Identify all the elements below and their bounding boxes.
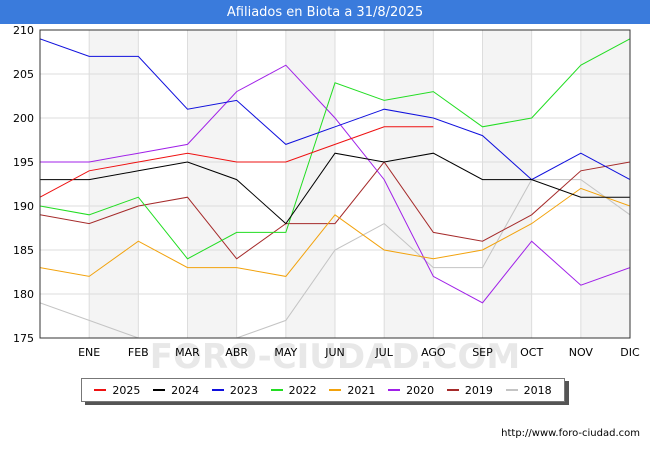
x-tick-label: SEP — [472, 346, 493, 359]
x-tick-label: DIC — [620, 346, 640, 359]
column-band — [580, 30, 630, 338]
y-tick-label: 180 — [13, 288, 34, 301]
legend: 2025 2024 2023 2022 2021 2020 2019 2018 — [81, 378, 565, 402]
legend-swatch — [94, 389, 107, 391]
legend-item-2023: 2023 — [211, 383, 258, 397]
watermark: FORO-CIUDAD.COM — [150, 337, 521, 377]
series-line-2020 — [40, 64, 630, 304]
series-line-2022 — [40, 38, 630, 260]
chart-title: Afiliados en Biota a 31/8/2025 — [0, 0, 650, 24]
legend-item-2021: 2021 — [329, 384, 375, 397]
y-tick-label: 195 — [13, 156, 34, 169]
series-line-2024 — [40, 152, 630, 225]
legend-item-2019: 2019 — [446, 383, 493, 397]
x-tick-label: FEB — [128, 346, 149, 359]
column-band — [482, 30, 532, 338]
series-line-2021 — [40, 187, 630, 277]
column-band — [285, 30, 335, 338]
x-tick-label: JUN — [324, 346, 345, 359]
legend-label: 2023 — [229, 383, 258, 397]
y-tick-label: 205 — [13, 68, 34, 81]
footer-url: http://www.foro-ciudad.com — [501, 428, 640, 439]
x-tick-label: NOV — [569, 346, 594, 359]
legend-item-2018: 2018 — [505, 383, 552, 397]
plot-frame — [39, 29, 631, 339]
legend-label: 2022 — [288, 383, 317, 397]
legend-swatch — [211, 389, 224, 391]
column-band — [335, 30, 385, 338]
column-band — [531, 30, 581, 338]
legend-label: 2019 — [464, 383, 493, 397]
column-band — [433, 30, 483, 338]
legend-label: 2025 — [112, 383, 141, 397]
y-tick-label: 185 — [13, 244, 34, 257]
legend-item-2025: 2025 — [94, 384, 140, 397]
legend-label: 2020 — [406, 383, 435, 397]
x-tick-label: MAR — [175, 346, 200, 359]
x-tick-label: MAY — [274, 346, 297, 359]
legend-swatch — [153, 389, 166, 391]
x-tick-label: ABR — [225, 346, 248, 359]
legend-item-2022: 2022 — [270, 383, 317, 397]
legend-item-2024: 2024 — [153, 384, 199, 397]
x-tick-label: JUL — [374, 346, 393, 359]
x-tick-label: ENE — [78, 346, 100, 359]
legend-label: 2021 — [347, 383, 376, 397]
legend-label: 2024 — [171, 383, 200, 397]
series-line-2025 — [40, 126, 434, 198]
legend-swatch — [446, 389, 459, 391]
column-band — [138, 30, 188, 338]
series-line-2019 — [40, 161, 630, 260]
legend-swatch — [388, 389, 401, 391]
y-tick-label: 200 — [13, 112, 34, 125]
column-band — [89, 30, 139, 338]
legend-item-2020: 2020 — [388, 384, 434, 397]
y-tick-label: 210 — [13, 24, 34, 37]
legend-swatch — [270, 389, 283, 391]
y-tick-label: 190 — [13, 200, 34, 213]
legend-swatch — [505, 389, 518, 391]
x-tick-label: AGO — [421, 346, 446, 359]
x-tick-label: OCT — [520, 346, 543, 359]
y-tick-label: 175 — [13, 332, 34, 345]
column-band — [236, 30, 286, 338]
column-band — [187, 30, 237, 338]
column-band — [384, 30, 434, 338]
legend-swatch — [329, 389, 342, 391]
legend-label: 2018 — [523, 383, 552, 397]
